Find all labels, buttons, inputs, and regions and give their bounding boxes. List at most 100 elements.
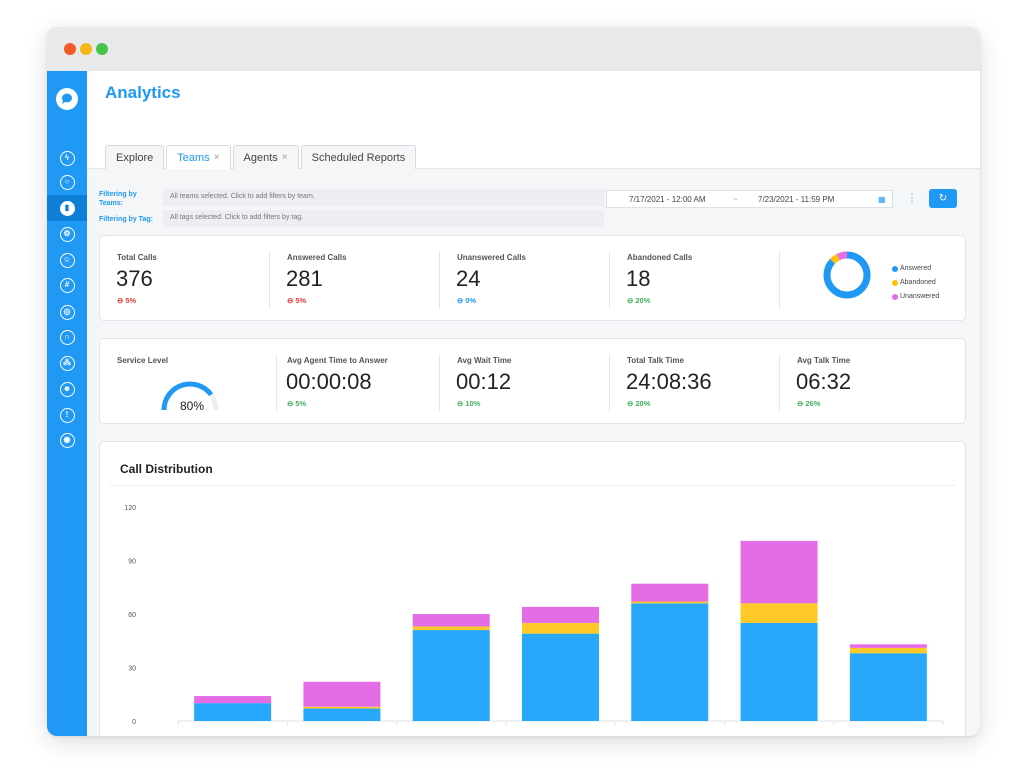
tab-bar: Explore Teams × Agents × Scheduled Reports [105, 145, 418, 169]
tab-explore[interactable]: Explore [105, 145, 165, 169]
service-level-stat: Service Level 80% [100, 339, 277, 423]
stat-value: 18 [626, 266, 651, 291]
sidebar-item-target[interactable]: ◉ [47, 427, 87, 453]
tab-scheduled-reports[interactable]: Scheduled Reports [300, 145, 417, 169]
hashtag-icon: # [59, 277, 75, 293]
close-tab-icon[interactable]: × [213, 152, 220, 163]
y-tick-label: 120 [124, 505, 136, 512]
sidebar-item-bulb[interactable]: ! [47, 402, 87, 428]
delta-value: 0% [465, 296, 477, 305]
stat-divider [439, 354, 440, 412]
stat-delta: ⊖ 26% [797, 399, 820, 408]
chat-brain-icon[interactable] [56, 88, 78, 110]
sidebar-item-hashtag[interactable]: # [47, 272, 87, 298]
sidebar-item-circle[interactable]: ○ [47, 169, 87, 195]
date-separator: ~ [733, 195, 738, 204]
stat-divider [609, 354, 610, 412]
logo-glyph [61, 93, 72, 104]
trend-icon: ⊖ [627, 296, 634, 305]
tags-filter-label: Filtering by Tag: [99, 216, 153, 223]
sidebar-item-user-group[interactable]: ☺ [47, 247, 87, 273]
main-area: Analytics Explore Teams × Agents × Scheduled … [87, 71, 980, 736]
teams-filter-input[interactable]: All teams selected. Click to add filters… [163, 189, 604, 206]
date-range-picker[interactable]: 7/17/2021 - 12:00 AM ~ 7/23/2021 - 11:59… [606, 190, 893, 208]
donut-slice-unanswered [823, 251, 871, 299]
y-tick-label: 90 [128, 559, 136, 566]
bar-answered-1 [194, 703, 272, 721]
tab-agents[interactable]: Agents × [232, 145, 299, 169]
stat-value: 24:08:36 [626, 369, 712, 394]
more-options-icon[interactable]: ⋮ [907, 193, 917, 204]
service-level-gauge [161, 381, 219, 411]
tab-label: Scheduled Reports [311, 151, 406, 164]
stat-divider [276, 354, 277, 412]
sidebar-item-headset[interactable]: ∩ [47, 324, 87, 350]
stat-value: 376 [116, 266, 153, 291]
service-level-label: Service Level [117, 356, 169, 365]
stat-total-talk-time: Total Talk Time 24:08:36 ⊖ 20% [610, 339, 780, 423]
bar-unanswered-7 [849, 644, 927, 648]
sidebar-item-analytics[interactable]: ▮ [47, 195, 87, 221]
donut-slice-answered [823, 251, 871, 299]
y-tick-label: 30 [128, 666, 136, 673]
refresh-icon: ↻ [938, 193, 948, 204]
tags-filter-input[interactable]: All tags selected. Click to add filters … [163, 210, 604, 227]
bar-unanswered-1 [194, 696, 272, 704]
sidebar-item-globe[interactable]: ◎ [47, 299, 87, 325]
bar-unanswered-3 [412, 614, 490, 627]
bar-abandoned-5 [631, 601, 709, 604]
stat-delta: ⊖ 20% [627, 296, 650, 305]
stat-label: Abandoned Calls [627, 253, 693, 262]
bar-abandoned-7 [849, 647, 927, 654]
tab-teams[interactable]: Teams × [166, 145, 231, 169]
sidebar-item-people[interactable]: ☻ [47, 376, 87, 402]
zoom-window-button[interactable] [96, 43, 108, 55]
sidebar-item-team[interactable]: ⁂ [47, 350, 87, 376]
tab-label: Explore [116, 151, 154, 164]
date-from: 7/17/2021 - 12:00 AM [629, 195, 706, 204]
stat-avg-agent-time-to-answer: Avg Agent Time to Answer 00:00:08 ⊖ 5% [270, 339, 440, 423]
stat-delta: ⊖ 20% [627, 399, 650, 408]
analytics-icon: ▮ [59, 200, 75, 216]
calls-summary-card: Total Calls 376 ⊖ 5% Answered Calls 281 ⊖ 5% U… [99, 235, 966, 321]
time-summary-card: Service Level 80% Avg Agent Time to Answ… [99, 338, 966, 424]
bar-unanswered-6 [740, 540, 818, 604]
minimize-window-button[interactable] [80, 43, 92, 55]
trend-icon: ⊖ [287, 399, 294, 408]
stat-label: Avg Wait Time [457, 356, 512, 365]
stat-delta: ⊖ 5% [117, 296, 136, 305]
bar-abandoned-2 [303, 706, 381, 709]
stat-label: Answered Calls [287, 253, 347, 262]
stat-avg-talk-time: Avg Talk Time 06:32 ⊖ 26% [780, 339, 950, 423]
stat-label: Avg Talk Time [797, 356, 851, 365]
bar-abandoned-4 [522, 622, 599, 634]
stat-avg-wait-time: Avg Wait Time 00:12 ⊖ 10% [440, 339, 610, 423]
close-tab-icon[interactable]: × [281, 152, 288, 163]
page-title: Analytics [105, 83, 181, 102]
legend-swatch [892, 279, 898, 286]
bolt-icon: ϟ [59, 150, 75, 166]
bar-answered-5 [631, 603, 709, 721]
trend-icon: ⊖ [797, 399, 804, 408]
delta-value: 5% [295, 296, 307, 305]
headset-icon: ∩ [59, 329, 75, 345]
refresh-button[interactable]: ↻ [929, 189, 957, 208]
sidebar-item-users-settings[interactable]: ⚙ [47, 221, 87, 247]
stat-value: 24 [456, 266, 481, 291]
delta-value: 10% [465, 399, 481, 408]
stat-delta: ⊖ 5% [287, 296, 306, 305]
service-level-value: 80% [180, 399, 205, 413]
close-window-button[interactable] [64, 43, 76, 55]
sidebar-item-bolt[interactable]: ϟ [47, 145, 87, 171]
stat-delta: ⊖ 5% [287, 399, 306, 408]
stat-divider [439, 251, 440, 309]
trend-icon: ⊖ [627, 399, 634, 408]
calendar-icon[interactable]: ▦ [878, 195, 886, 204]
stat-total-calls: Total Calls 376 ⊖ 5% [100, 236, 270, 320]
call-distribution-card: Call Distribution 0 30 60 90 120 Answered Aban… [99, 441, 966, 736]
delta-value: 20% [635, 296, 651, 305]
legend-swatch [892, 265, 898, 272]
stat-answered-calls: Answered Calls 281 ⊖ 5% [270, 236, 440, 320]
legend-label: Abandoned [900, 279, 936, 286]
trend-icon: ⊖ [457, 296, 464, 305]
